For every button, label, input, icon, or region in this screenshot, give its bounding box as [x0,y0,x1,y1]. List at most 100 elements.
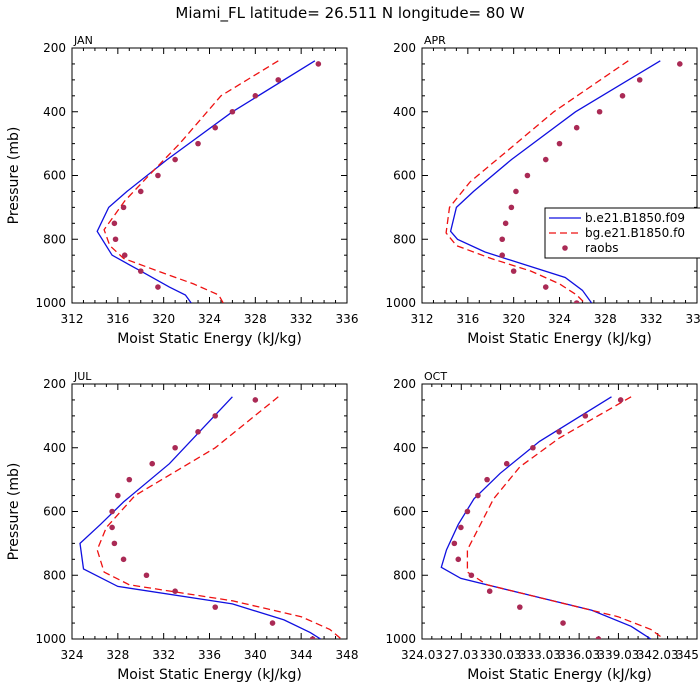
raobs-point [252,93,259,99]
raobs-point [455,556,462,563]
raobs-point [503,460,510,467]
raobs-point [269,620,276,626]
x-tick-label: 320 [502,312,525,326]
raobs-point [212,604,219,610]
legend-label: b.e21.B1850.f09 [585,211,685,225]
raobs-point [542,284,549,290]
series-line-b [96,60,316,303]
x-tick-label: 324.03 [401,648,443,662]
series-2 [451,397,624,639]
raobs-point [530,444,536,451]
x-tick-label: 344 [290,648,313,662]
raobs-point [508,204,515,211]
raobs-point [636,77,643,83]
raobs-point [212,124,219,131]
x-tick-label: 320 [152,312,175,326]
y-axis-label: Pressure (mb) [6,463,22,561]
panels: JAN 312 316 320 324 328 332 336 200 400 600 800 1000… [6,34,700,683]
raobs-point [121,252,128,258]
plot-frame [421,47,698,304]
panel-jul: JUL 324 328 332 336 340 344 348 200 400 600 800 1000… [6,370,358,683]
x-tick-label: 348 [336,648,359,662]
y-tick-label: 200 [393,377,416,391]
x-tick-label: 330.03 [480,648,522,662]
x-tick-label: 336 [336,312,359,326]
y-tick-label: 200 [43,41,66,55]
x-tick-label: 328 [106,648,129,662]
series-0 [96,60,316,303]
raobs-point [137,188,144,195]
x-tick-label: 333.03 [519,648,561,662]
y-axis-label: Pressure (mb) [6,127,22,225]
x-tick-label: 345.03 [676,648,700,662]
raobs-point [111,540,118,547]
x-tick-label: 336 [686,312,700,326]
panel-title: JAN [73,34,93,47]
series-line-bg [466,396,665,639]
x-tick-label: 324 [61,648,84,662]
raobs-point [464,508,471,515]
raobs-point [137,268,144,274]
raobs-point [115,492,121,499]
raobs-point [542,156,549,163]
series-1 [466,396,665,639]
y-tick-label: 800 [393,568,416,582]
y-tick-label: 200 [393,41,416,55]
raobs-point [149,460,156,467]
raobs-point [109,524,115,531]
raobs-point [595,636,602,639]
y-tick-label: 1000 [385,632,416,646]
series-line-bg [103,60,279,303]
y-tick-label: 400 [393,441,416,455]
series-0 [449,60,661,303]
series-2 [499,61,683,303]
y-tick-label: 600 [393,505,416,519]
series-line-b [449,60,661,303]
y-tick-label: 800 [43,232,66,246]
x-axis-label: Moist Static Energy (kJ/kg) [117,331,302,347]
raobs-point [677,61,683,67]
raobs-point [212,413,219,419]
series-1 [103,60,279,303]
figure-title: Miami_FL latitude= 26.511 N longitude= 8… [175,4,524,23]
raobs-point [155,172,161,179]
series-line-bg [96,396,342,639]
x-tick-label: 312 [61,312,84,326]
raobs-point [126,476,133,483]
x-tick-label: 316 [106,312,129,326]
x-tick-label: 328 [594,312,617,326]
y-tick-label: 400 [43,105,66,119]
raobs-point [468,572,475,579]
raobs-point [309,636,316,639]
raobs-point [484,476,490,483]
raobs-point [556,140,563,147]
x-tick-label: 340 [244,648,267,662]
raobs-point [582,413,589,419]
y-tick-label: 400 [43,441,66,455]
raobs-point [475,492,481,499]
y-tick-label: 1000 [35,296,66,310]
raobs-point [458,524,464,531]
series-line-b [79,396,321,639]
x-tick-label: 324 [198,312,221,326]
x-tick-label: 328 [244,312,267,326]
legend-label: bg.e21.B1850.f0 [585,226,685,240]
raobs-point [573,300,580,303]
series-line-bg [445,60,629,303]
raobs-point [315,61,322,67]
raobs-point [120,204,127,211]
x-tick-label: 332 [152,648,175,662]
y-tick-label: 400 [393,105,416,119]
x-tick-label: 332 [290,312,313,326]
y-tick-label: 200 [43,377,66,391]
panel-title: APR [424,34,446,47]
x-axis-label: Moist Static Energy (kJ/kg) [117,667,302,683]
panel-title: JUL [73,370,92,383]
raobs-point [517,604,523,610]
raobs-point [143,572,150,579]
raobs-point [172,444,178,451]
raobs-point [451,540,458,547]
series-0 [79,396,321,639]
x-tick-label: 316 [456,312,479,326]
